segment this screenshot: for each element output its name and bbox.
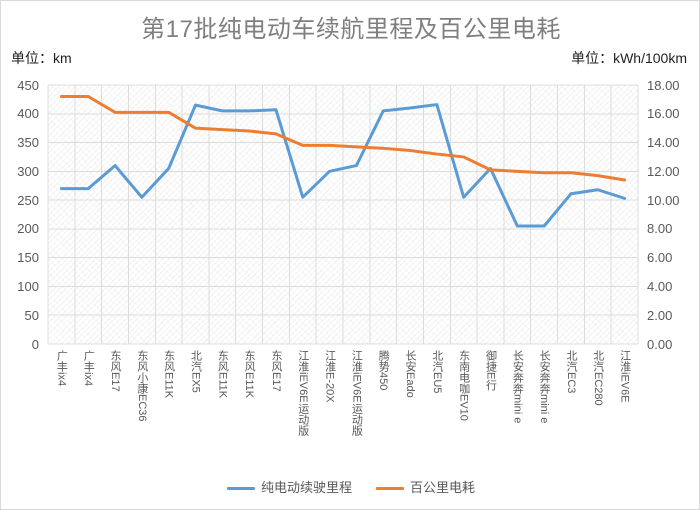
x-axis-category-label: 江淮iEV6E运动版 [296, 350, 309, 436]
y-axis-tick-label-left: 50 [24, 307, 39, 323]
legend-label-consumption: 百公里电耗 [410, 480, 476, 495]
x-axis-category-label: 北汽EX5 [189, 350, 202, 393]
chart-title: 第17批纯电动车续航里程及百公里电耗 [141, 16, 561, 43]
legend-item-consumption: 百公里电耗 [376, 480, 475, 496]
y-axis-tick-label-left: 150 [17, 250, 39, 266]
y-axis-tick-label-left: 450 [17, 77, 39, 93]
y-axis-tick-label-right: 10.00 [647, 192, 680, 208]
legend-swatch-consumption [376, 486, 404, 490]
x-axis-category-label: 东风E11K [243, 350, 256, 399]
x-axis-category-label: 北汽EC280 [591, 350, 604, 406]
right-axis-unit-label: 单位：kWh/100km [571, 50, 687, 66]
x-axis-category-label: 东风E11K [162, 350, 175, 399]
x-axis-category-label: 广丰ix4 [55, 350, 68, 387]
x-axis-category-label: 东南电咖EV10 [457, 350, 470, 421]
consumption-series-line [59, 95, 627, 182]
range-series-line [59, 103, 627, 228]
x-axis-category-label: 江淮iEV6E [618, 350, 631, 403]
y-axis-tick-label-right: 8.00 [647, 221, 673, 237]
y-axis-tick-label-left: 200 [17, 221, 39, 237]
plot-svg [47, 84, 639, 345]
x-axis-category-label: 广丰ix4 [82, 350, 95, 387]
x-axis-category-label: 东风小康EC36 [135, 350, 148, 422]
x-axis-category-label: 东风E17 [109, 350, 122, 392]
left-axis-unit-label: 单位：km [11, 50, 72, 66]
y-axis-tick-label-right: 16.00 [647, 106, 680, 122]
x-axis-category-label: 御捷E行 [484, 350, 497, 391]
x-axis-category-label: 长安Eado [404, 350, 417, 398]
y-axis-tick-label-left: 400 [17, 106, 39, 122]
x-axis-category-label: 东风E11K [216, 350, 229, 399]
y-axis-tick-label-left: 100 [17, 278, 39, 294]
x-axis-category-label: 江淮iEV6E运动版 [350, 350, 363, 436]
legend: 纯电动续驶里程 百公里电耗 [1, 478, 699, 498]
y-axis-tick-label-left: 350 [17, 135, 39, 151]
x-axis-category-label: 长安奔奔mini e [511, 350, 524, 424]
legend-label-range: 纯电动续驶里程 [260, 480, 352, 495]
x-axis-category-label: 北汽EC3 [564, 350, 577, 394]
y-axis-tick-label-left: 0 [31, 336, 39, 352]
y-axis-tick-label-right: 12.00 [647, 163, 680, 179]
x-axis-category-label: 腾势450 [377, 350, 390, 391]
y-axis-tick-label-left: 300 [17, 163, 39, 179]
legend-item-range: 纯电动续驶里程 [226, 480, 352, 496]
x-axis-category-label: 东风E17 [269, 350, 282, 392]
x-axis-category-label: 江淮E-20X [323, 350, 336, 403]
y-axis-tick-label-right: 2.00 [647, 307, 673, 323]
x-axis-category-label: 北汽EU5 [430, 350, 443, 394]
y-axis-tick-label-right: 4.00 [647, 278, 673, 294]
y-axis-tick-label-left: 250 [17, 192, 39, 208]
y-axis-tick-label-right: 0.00 [647, 336, 673, 352]
y-axis-tick-label-right: 14.00 [647, 135, 680, 151]
y-axis-tick-label-right: 6.00 [647, 250, 673, 266]
y-axis-tick-label-right: 18.00 [647, 77, 680, 93]
x-axis-category-label: 长安奔奔mini e [538, 350, 551, 424]
plot-area [47, 84, 639, 345]
legend-swatch-range [226, 486, 255, 490]
